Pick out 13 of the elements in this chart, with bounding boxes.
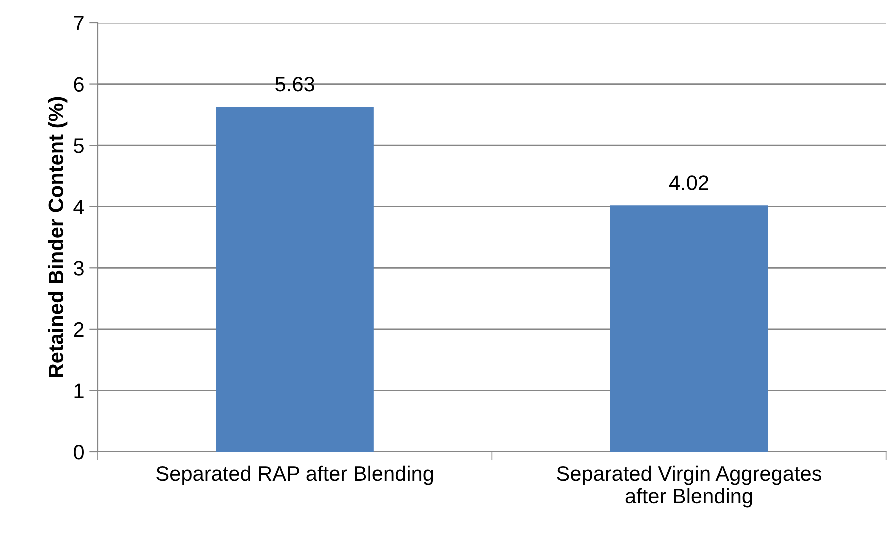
- data-label: 4.02: [669, 176, 708, 190]
- y-tick-label: 2: [74, 322, 84, 337]
- y-axis-title: Retained Binder Content (%): [48, 97, 68, 378]
- y-tick-label: 4: [74, 200, 84, 214]
- data-label: 5.63: [276, 76, 314, 92]
- y-tick-label: 0: [74, 445, 84, 460]
- y-tick-label: 6: [74, 77, 84, 92]
- y-tick-label: 3: [74, 261, 84, 276]
- x-tick-label: Separated RAP after Blending: [156, 466, 434, 486]
- x-tick-label: Separated Virgin Aggregates after Blending: [557, 466, 822, 508]
- y-tick-label: 1: [74, 384, 84, 398]
- y-tick-label: 7: [74, 16, 84, 31]
- y-tick-label: 5: [74, 138, 84, 154]
